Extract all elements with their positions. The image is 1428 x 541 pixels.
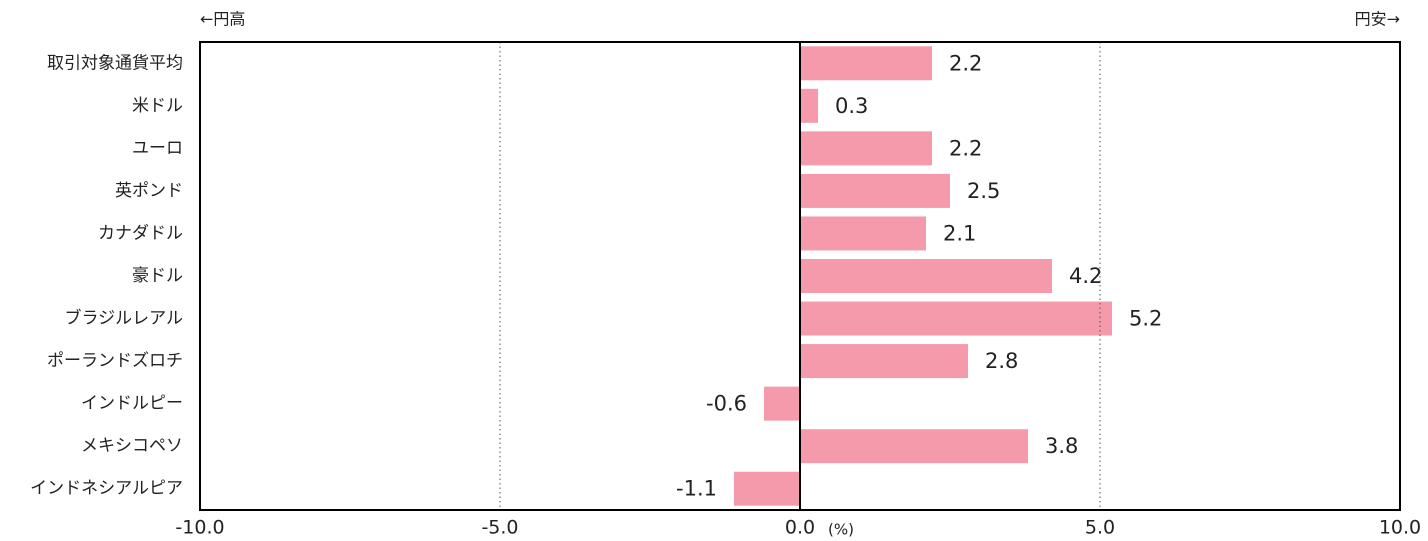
x-tick-label: 5.0 — [1085, 517, 1115, 539]
value-label: 2.8 — [985, 349, 1018, 373]
value-label: 2.2 — [949, 51, 982, 75]
category-label: 米ドル — [132, 96, 183, 116]
bar — [800, 173, 950, 208]
value-label: 0.3 — [835, 94, 868, 118]
category-label: インドネシアルピア — [30, 479, 183, 499]
x-tick-label: -10.0 — [175, 517, 224, 539]
x-tick-label: 10.0 — [1379, 517, 1421, 539]
bar — [800, 46, 932, 81]
value-label: -1.1 — [676, 477, 717, 501]
annotation: ←円高 — [200, 10, 245, 29]
category-label: カナダドル — [98, 223, 183, 243]
category-label: 英ポンド — [115, 181, 183, 201]
value-label: 3.8 — [1045, 434, 1078, 458]
category-label: ブラジルレアル — [65, 308, 184, 329]
value-label: -0.6 — [706, 392, 747, 416]
bar — [800, 429, 1028, 464]
value-label: 2.5 — [967, 179, 1000, 203]
category-label: ポーランドズロチ — [47, 351, 183, 371]
x-unit: (%) — [828, 521, 854, 539]
category-label: ユーロ — [132, 138, 183, 158]
x-tick-label: -5.0 — [481, 517, 518, 539]
bar — [734, 471, 800, 506]
bar — [800, 344, 968, 379]
bar — [800, 88, 818, 123]
bar — [800, 301, 1112, 336]
category-label: 豪ドル — [132, 265, 183, 286]
annotation: 円安→ — [1355, 10, 1400, 29]
category-label: 取引対象通貨平均 — [47, 53, 183, 73]
value-label: 2.1 — [943, 221, 976, 245]
value-label: 5.2 — [1129, 307, 1162, 331]
value-label: 2.2 — [949, 136, 982, 160]
plot-border — [199, 41, 1401, 511]
category-label: メキシコペソ — [81, 436, 183, 456]
bar — [764, 386, 800, 421]
bar — [800, 131, 932, 166]
value-label: 4.2 — [1069, 264, 1102, 288]
category-label: インドルピー — [81, 394, 183, 414]
bar — [800, 216, 926, 251]
x-tick-label: 0.0 — [785, 517, 815, 539]
bar — [800, 259, 1052, 293]
